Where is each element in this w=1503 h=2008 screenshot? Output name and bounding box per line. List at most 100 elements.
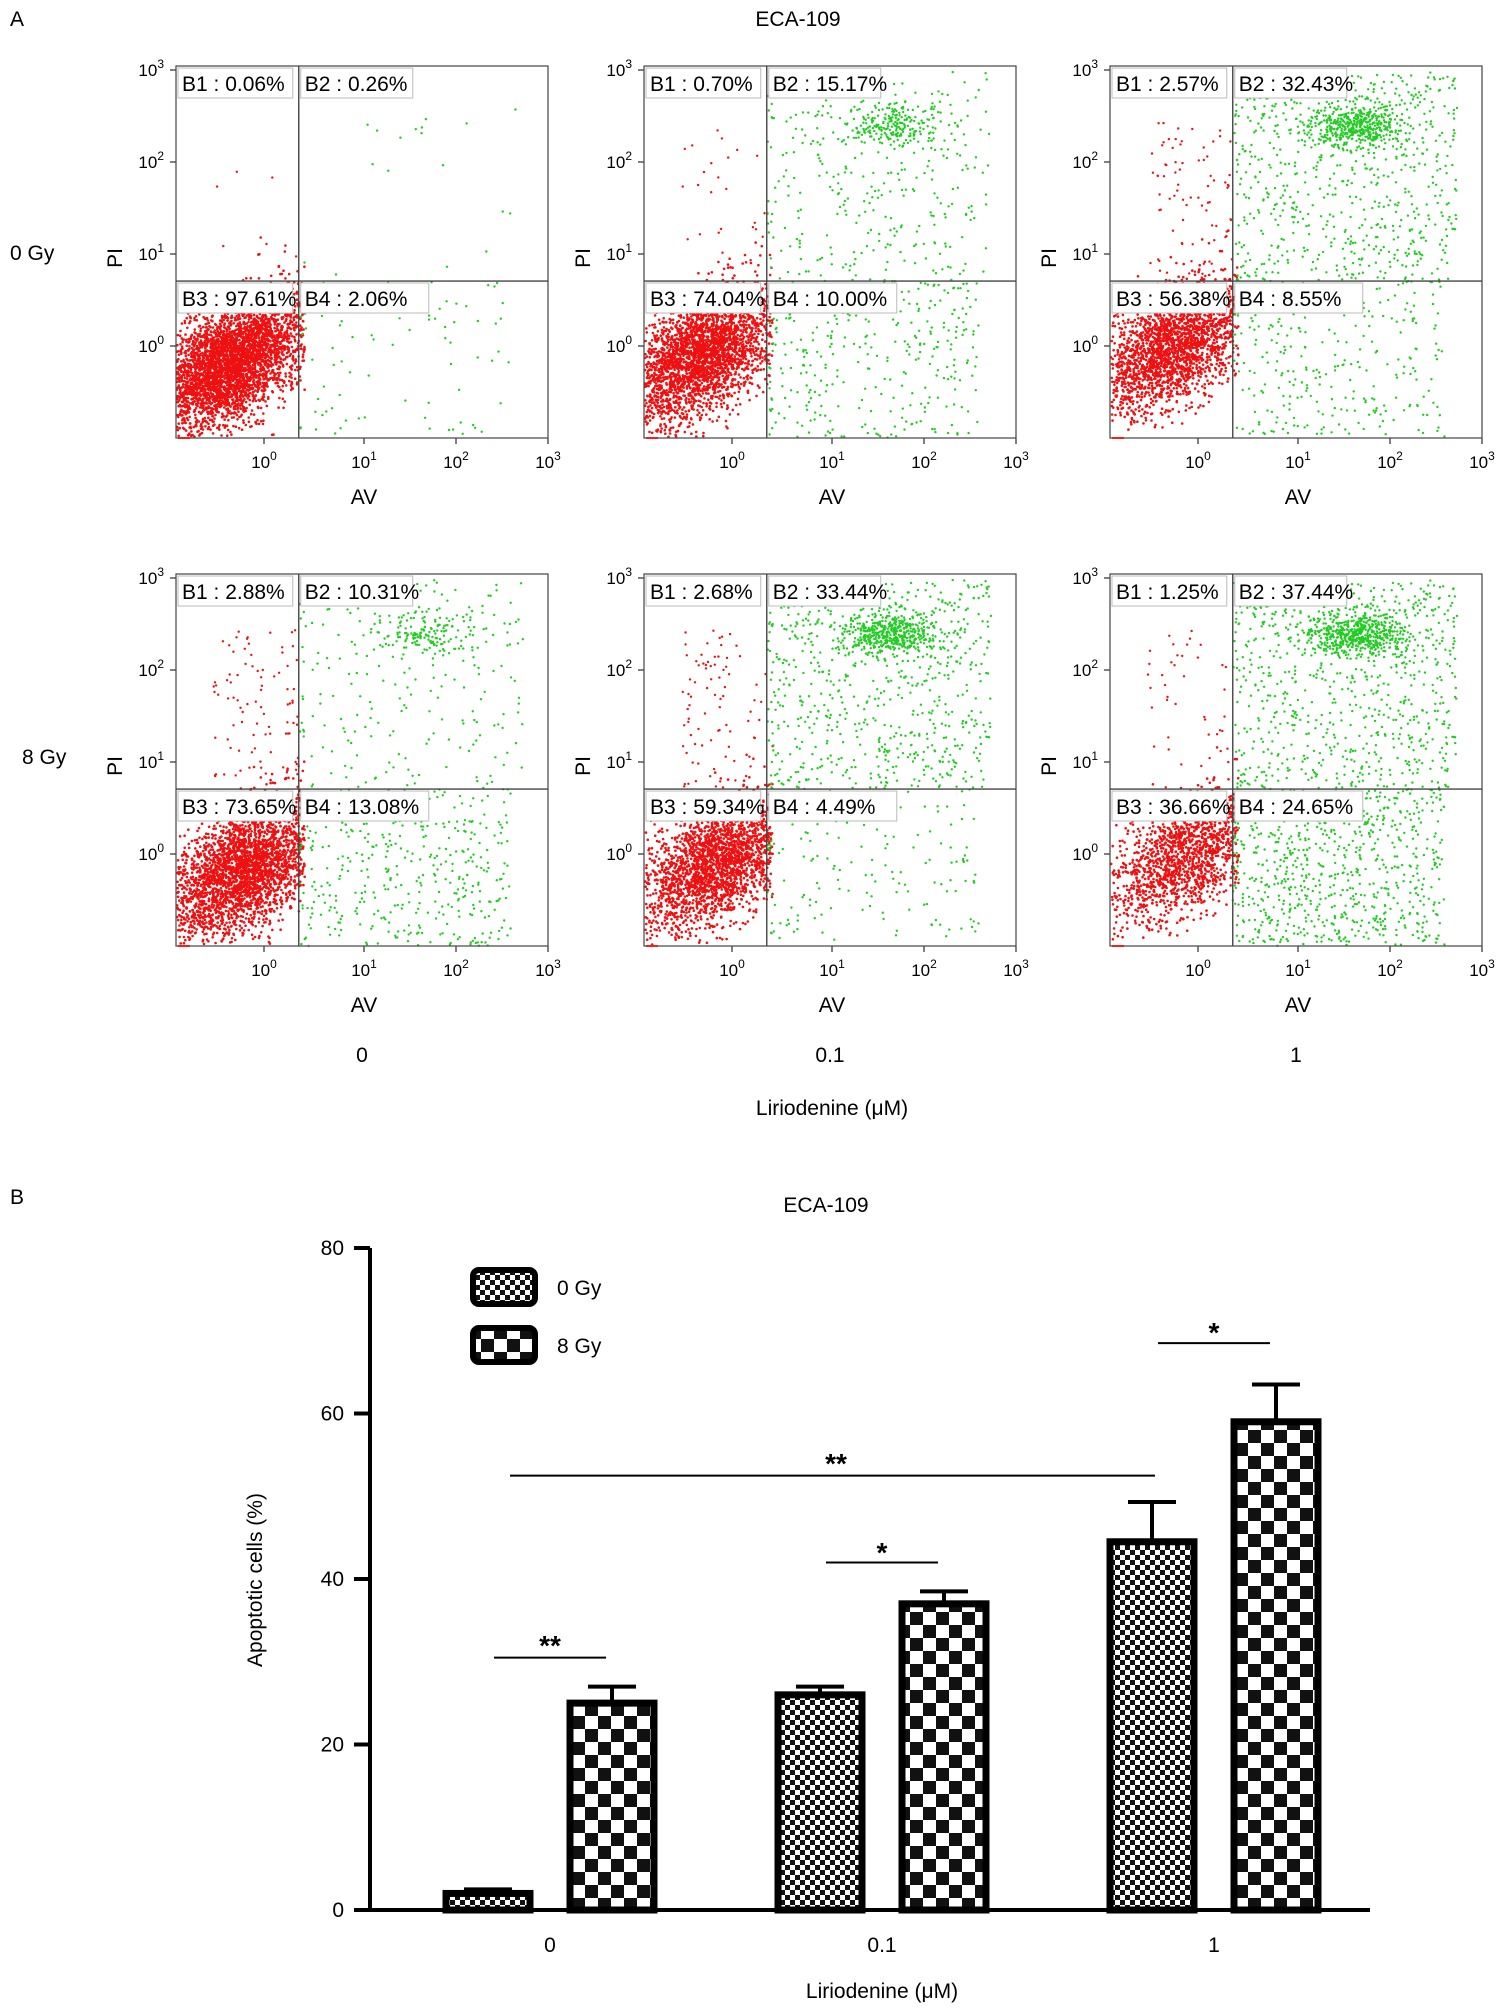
- live-cell-dot: [258, 399, 262, 403]
- live-cell-dot: [252, 342, 256, 345]
- early-apoptotic-dot: [487, 284, 490, 287]
- live-cell-dot: [242, 419, 245, 422]
- live-cell-dot: [214, 376, 217, 380]
- tick-exp: 2: [157, 149, 164, 163]
- live-cell-dot: [204, 406, 208, 409]
- live-cell-dot: [226, 428, 230, 432]
- live-cell-dot: [283, 321, 286, 324]
- live-cell-dot: [205, 397, 209, 401]
- live-cell-dot: [254, 333, 258, 336]
- live-cell-dot: [194, 315, 198, 318]
- live-cell-dot: [257, 356, 261, 360]
- live-cell-dot: [255, 359, 258, 362]
- live-cell-dot: [276, 381, 280, 385]
- live-cell-dot: [210, 315, 214, 318]
- live-cell-dot: [179, 360, 183, 363]
- live-cell-dot: [279, 345, 283, 349]
- live-cell-dot: [237, 331, 240, 335]
- live-cell-dot: [683, 430, 687, 434]
- live-cell-dot: [185, 374, 189, 378]
- live-cell-dot: [247, 330, 250, 334]
- y-tick-label: 101: [606, 241, 632, 264]
- live-cell-dot: [710, 271, 714, 274]
- live-cell-dot: [260, 329, 263, 333]
- live-cell-dot: [241, 395, 245, 398]
- live-cell-dot: [216, 339, 219, 342]
- live-cell-dot: [196, 430, 199, 434]
- live-cell-dot: [210, 334, 213, 337]
- live-cell-dot: [195, 359, 198, 363]
- early-apoptotic-dot: [497, 350, 500, 353]
- live-cell-dot: [757, 332, 760, 336]
- live-cell-dot: [187, 353, 190, 357]
- live-cell-dot: [199, 424, 202, 428]
- live-cell-dot: [645, 401, 648, 405]
- live-cell-dot: [295, 314, 299, 317]
- early-apoptotic-dot: [472, 423, 475, 427]
- live-cell-dot: [301, 355, 305, 359]
- live-cell-dot: [250, 383, 254, 387]
- live-cell-dot: [245, 277, 248, 280]
- live-cell-dot: [277, 347, 281, 351]
- late-apoptotic-dot: [420, 126, 424, 129]
- live-cell-dot: [191, 433, 194, 437]
- live-cell-dot: [286, 326, 290, 330]
- live-cell-dot: [250, 409, 254, 412]
- early-apoptotic-dot: [428, 427, 431, 430]
- live-cell-dot: [266, 342, 270, 345]
- tick-base: 10: [819, 453, 838, 472]
- live-cell-dot: [220, 434, 223, 437]
- live-cell-dot: [201, 366, 205, 370]
- live-cell-dot: [220, 404, 223, 408]
- early-apoptotic-dot: [404, 399, 407, 402]
- live-cell-dot: [302, 359, 306, 362]
- live-cell-dot: [279, 371, 282, 375]
- live-cell-dot: [240, 363, 244, 367]
- live-cell-dot: [194, 407, 198, 410]
- live-cell-dot: [251, 372, 255, 375]
- tick-base: 10: [911, 453, 930, 472]
- live-cell-dot: [176, 333, 180, 337]
- live-cell-dot: [217, 405, 220, 408]
- live-cell-dot: [207, 422, 210, 426]
- live-cell-dot: [243, 386, 247, 390]
- tick-exp: 3: [1022, 449, 1029, 463]
- live-cell-dot: [242, 359, 246, 362]
- live-cell-dot: [182, 338, 186, 341]
- live-cell-dot: [757, 263, 760, 267]
- live-cell-dot: [198, 346, 201, 350]
- y-tick-label: 102: [138, 149, 164, 172]
- live-cell-dot: [670, 341, 673, 344]
- live-cell-dot: [720, 405, 724, 409]
- live-cell-dot: [201, 417, 205, 421]
- live-cell-dot: [217, 388, 220, 391]
- live-cell-dot: [208, 406, 212, 410]
- live-cell-dot: [263, 324, 267, 328]
- live-cell-dot: [189, 316, 192, 320]
- live-cell-dot: [230, 349, 234, 352]
- live-cell-dot: [273, 346, 277, 349]
- live-cell-dot: [198, 349, 201, 353]
- live-cell-dot: [176, 395, 179, 399]
- live-cell-dot: [279, 357, 282, 360]
- live-cell-dot: [272, 339, 275, 343]
- live-cell-dot: [239, 380, 242, 384]
- live-cell-dot: [659, 334, 663, 338]
- early-apoptotic-dot: [299, 426, 302, 429]
- live-cell-dot: [203, 393, 207, 397]
- live-cell-dot: [285, 317, 288, 321]
- live-cell-dot: [203, 344, 206, 347]
- live-cell-dot: [246, 397, 250, 400]
- live-cell-dot: [183, 321, 187, 325]
- live-cell-dot: [245, 394, 248, 398]
- live-cell-dot: [299, 344, 303, 348]
- live-cell-dot: [697, 271, 700, 275]
- live-cell-dot: [726, 404, 729, 407]
- live-cell-dot: [194, 416, 197, 420]
- necrotic-dot: [265, 242, 268, 246]
- live-cell-dot: [266, 358, 270, 362]
- live-cell-dot: [249, 358, 253, 362]
- quadrant-label-b1: B1 : 0.06%: [182, 73, 285, 96]
- live-cell-dot: [188, 385, 191, 388]
